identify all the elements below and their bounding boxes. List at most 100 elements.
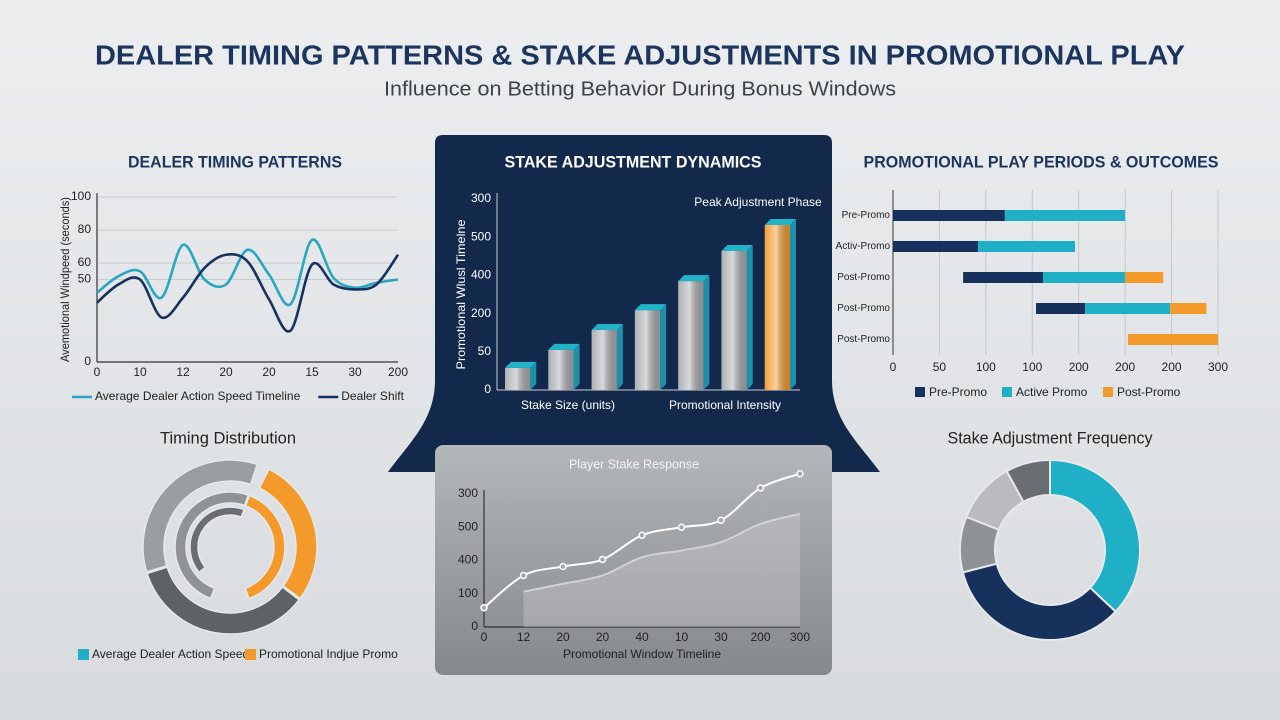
- chart-title: Stake Adjustment Frequency: [948, 428, 1153, 447]
- legend-swatch: [78, 649, 89, 660]
- bar-side: [746, 244, 753, 390]
- ring-segment: [244, 494, 286, 600]
- donut-segment: [1005, 458, 1051, 504]
- series-line: [96, 238, 399, 307]
- x-tick-label: 20: [262, 365, 276, 379]
- series-line: [96, 252, 400, 333]
- bar-shine: [591, 330, 617, 390]
- point: [677, 523, 686, 531]
- chart-title: Timing Distribution: [160, 428, 296, 447]
- legend-label: Pre-Promo: [929, 385, 987, 399]
- point: [559, 562, 567, 571]
- x-tick-label: 20: [596, 630, 610, 644]
- bar-segment: [1127, 334, 1218, 345]
- x-tick-label: 100: [976, 360, 996, 374]
- bar-segment: [963, 272, 1043, 283]
- legend-swatch: [915, 387, 925, 397]
- x-tick-label: 200: [750, 630, 770, 644]
- y-axis-label: Promotional Wlusl Timelne: [454, 219, 468, 369]
- x-tick-label: 10: [133, 365, 147, 379]
- y-tick-label: 50: [478, 344, 492, 358]
- x-tick-label: 0: [94, 365, 101, 379]
- ring-segment: [258, 468, 318, 600]
- point: [598, 555, 607, 564]
- x-axis-label: Promotional Window Timeline: [563, 647, 721, 661]
- chart-title: STAKE ADJUSTMENT DYNAMICS: [505, 152, 762, 171]
- y-tick-label: 100: [71, 189, 91, 203]
- bar-segment: [1170, 303, 1207, 314]
- bar-side: [703, 275, 710, 390]
- ring-segment: [189, 506, 246, 574]
- y-tick-label: 400: [458, 553, 478, 567]
- bar-shine: [721, 250, 747, 390]
- bar-top: [505, 361, 537, 368]
- x-axis-label: Promotional Intensity: [669, 398, 781, 412]
- y-tick-label: 200: [471, 306, 491, 320]
- y-tick-label: 400: [471, 268, 491, 282]
- point: [756, 484, 765, 492]
- y-tick-label: 0: [84, 354, 91, 368]
- bar-top: [548, 343, 580, 350]
- bar-segment: [1004, 210, 1126, 221]
- y-tick-label: Pre-Promo: [842, 210, 891, 221]
- x-tick-label: 100: [1022, 360, 1042, 374]
- y-tick-label: 80: [78, 222, 92, 236]
- ring-segment: [146, 566, 301, 635]
- x-tick-label: 20: [556, 630, 570, 644]
- legend-swatch: [245, 649, 256, 660]
- y-tick-label: Post-Promo: [837, 334, 890, 345]
- bar-segment: [1125, 272, 1164, 283]
- x-axis-label: Stake Size (units): [521, 398, 615, 412]
- point: [796, 469, 804, 478]
- y-tick-label: 500: [458, 519, 478, 533]
- bar-segment: [1042, 272, 1126, 283]
- legend-swatch: [1002, 387, 1012, 397]
- legend-label: Promotional Indjue Promo: [259, 647, 398, 661]
- y-tick-label: 300: [458, 486, 478, 500]
- bar-shine: [548, 349, 574, 390]
- point: [717, 516, 725, 525]
- x-tick-label: 30: [714, 630, 728, 644]
- page-subtitle: Influence on Betting Behavior During Bon…: [384, 78, 896, 100]
- bar-side: [616, 324, 623, 390]
- donut-segment: [961, 562, 1118, 641]
- ring-segment: [142, 459, 259, 573]
- bar-side: [530, 361, 537, 390]
- bar-shine: [505, 367, 531, 390]
- page-title: DEALER TIMING PATTERNS & STAKE ADJUSTMEN…: [95, 39, 1185, 70]
- x-tick-label: 15: [305, 365, 319, 379]
- x-tick-label: 40: [635, 630, 649, 644]
- y-tick-label: 0: [471, 619, 478, 633]
- y-tick-label: 100: [458, 586, 478, 600]
- x-tick-label: 300: [1208, 360, 1228, 374]
- donut-segment: [1049, 458, 1141, 614]
- bar-top: [591, 324, 623, 331]
- bar-top: [721, 244, 753, 251]
- legend-label: Average Dealer Action Speed: [92, 647, 249, 661]
- point: [480, 603, 488, 612]
- bar-segment: [893, 210, 1005, 221]
- legend-label: Dealer Shift: [341, 389, 404, 403]
- y-tick-label: 60: [78, 255, 92, 269]
- point: [638, 531, 646, 539]
- x-tick-label: 12: [517, 630, 531, 644]
- legend-label: Active Promo: [1016, 385, 1088, 399]
- series-line: [523, 512, 801, 593]
- x-tick-label: 200: [1162, 360, 1182, 374]
- bar-segment: [1085, 303, 1171, 314]
- legend-label: Post-Promo: [1117, 385, 1181, 399]
- legend-swatch: [1103, 387, 1113, 397]
- y-tick-label: 500: [471, 229, 491, 243]
- bar-top: [678, 275, 710, 282]
- x-tick-label: 0: [481, 630, 488, 644]
- x-tick-label: 50: [933, 360, 947, 374]
- x-tick-label: 12: [176, 365, 190, 379]
- bar-shine: [678, 281, 704, 390]
- bar-segment: [893, 241, 978, 252]
- annotation: Peak Adjustment Phase: [694, 195, 822, 209]
- y-axis-label: Avemotional Windpeed (seconds): [58, 197, 72, 362]
- bar-top: [764, 218, 796, 225]
- legend-label: Average Dealer Action Speed Timeline: [95, 389, 301, 403]
- y-tick-label: Activ-Promo: [836, 241, 891, 252]
